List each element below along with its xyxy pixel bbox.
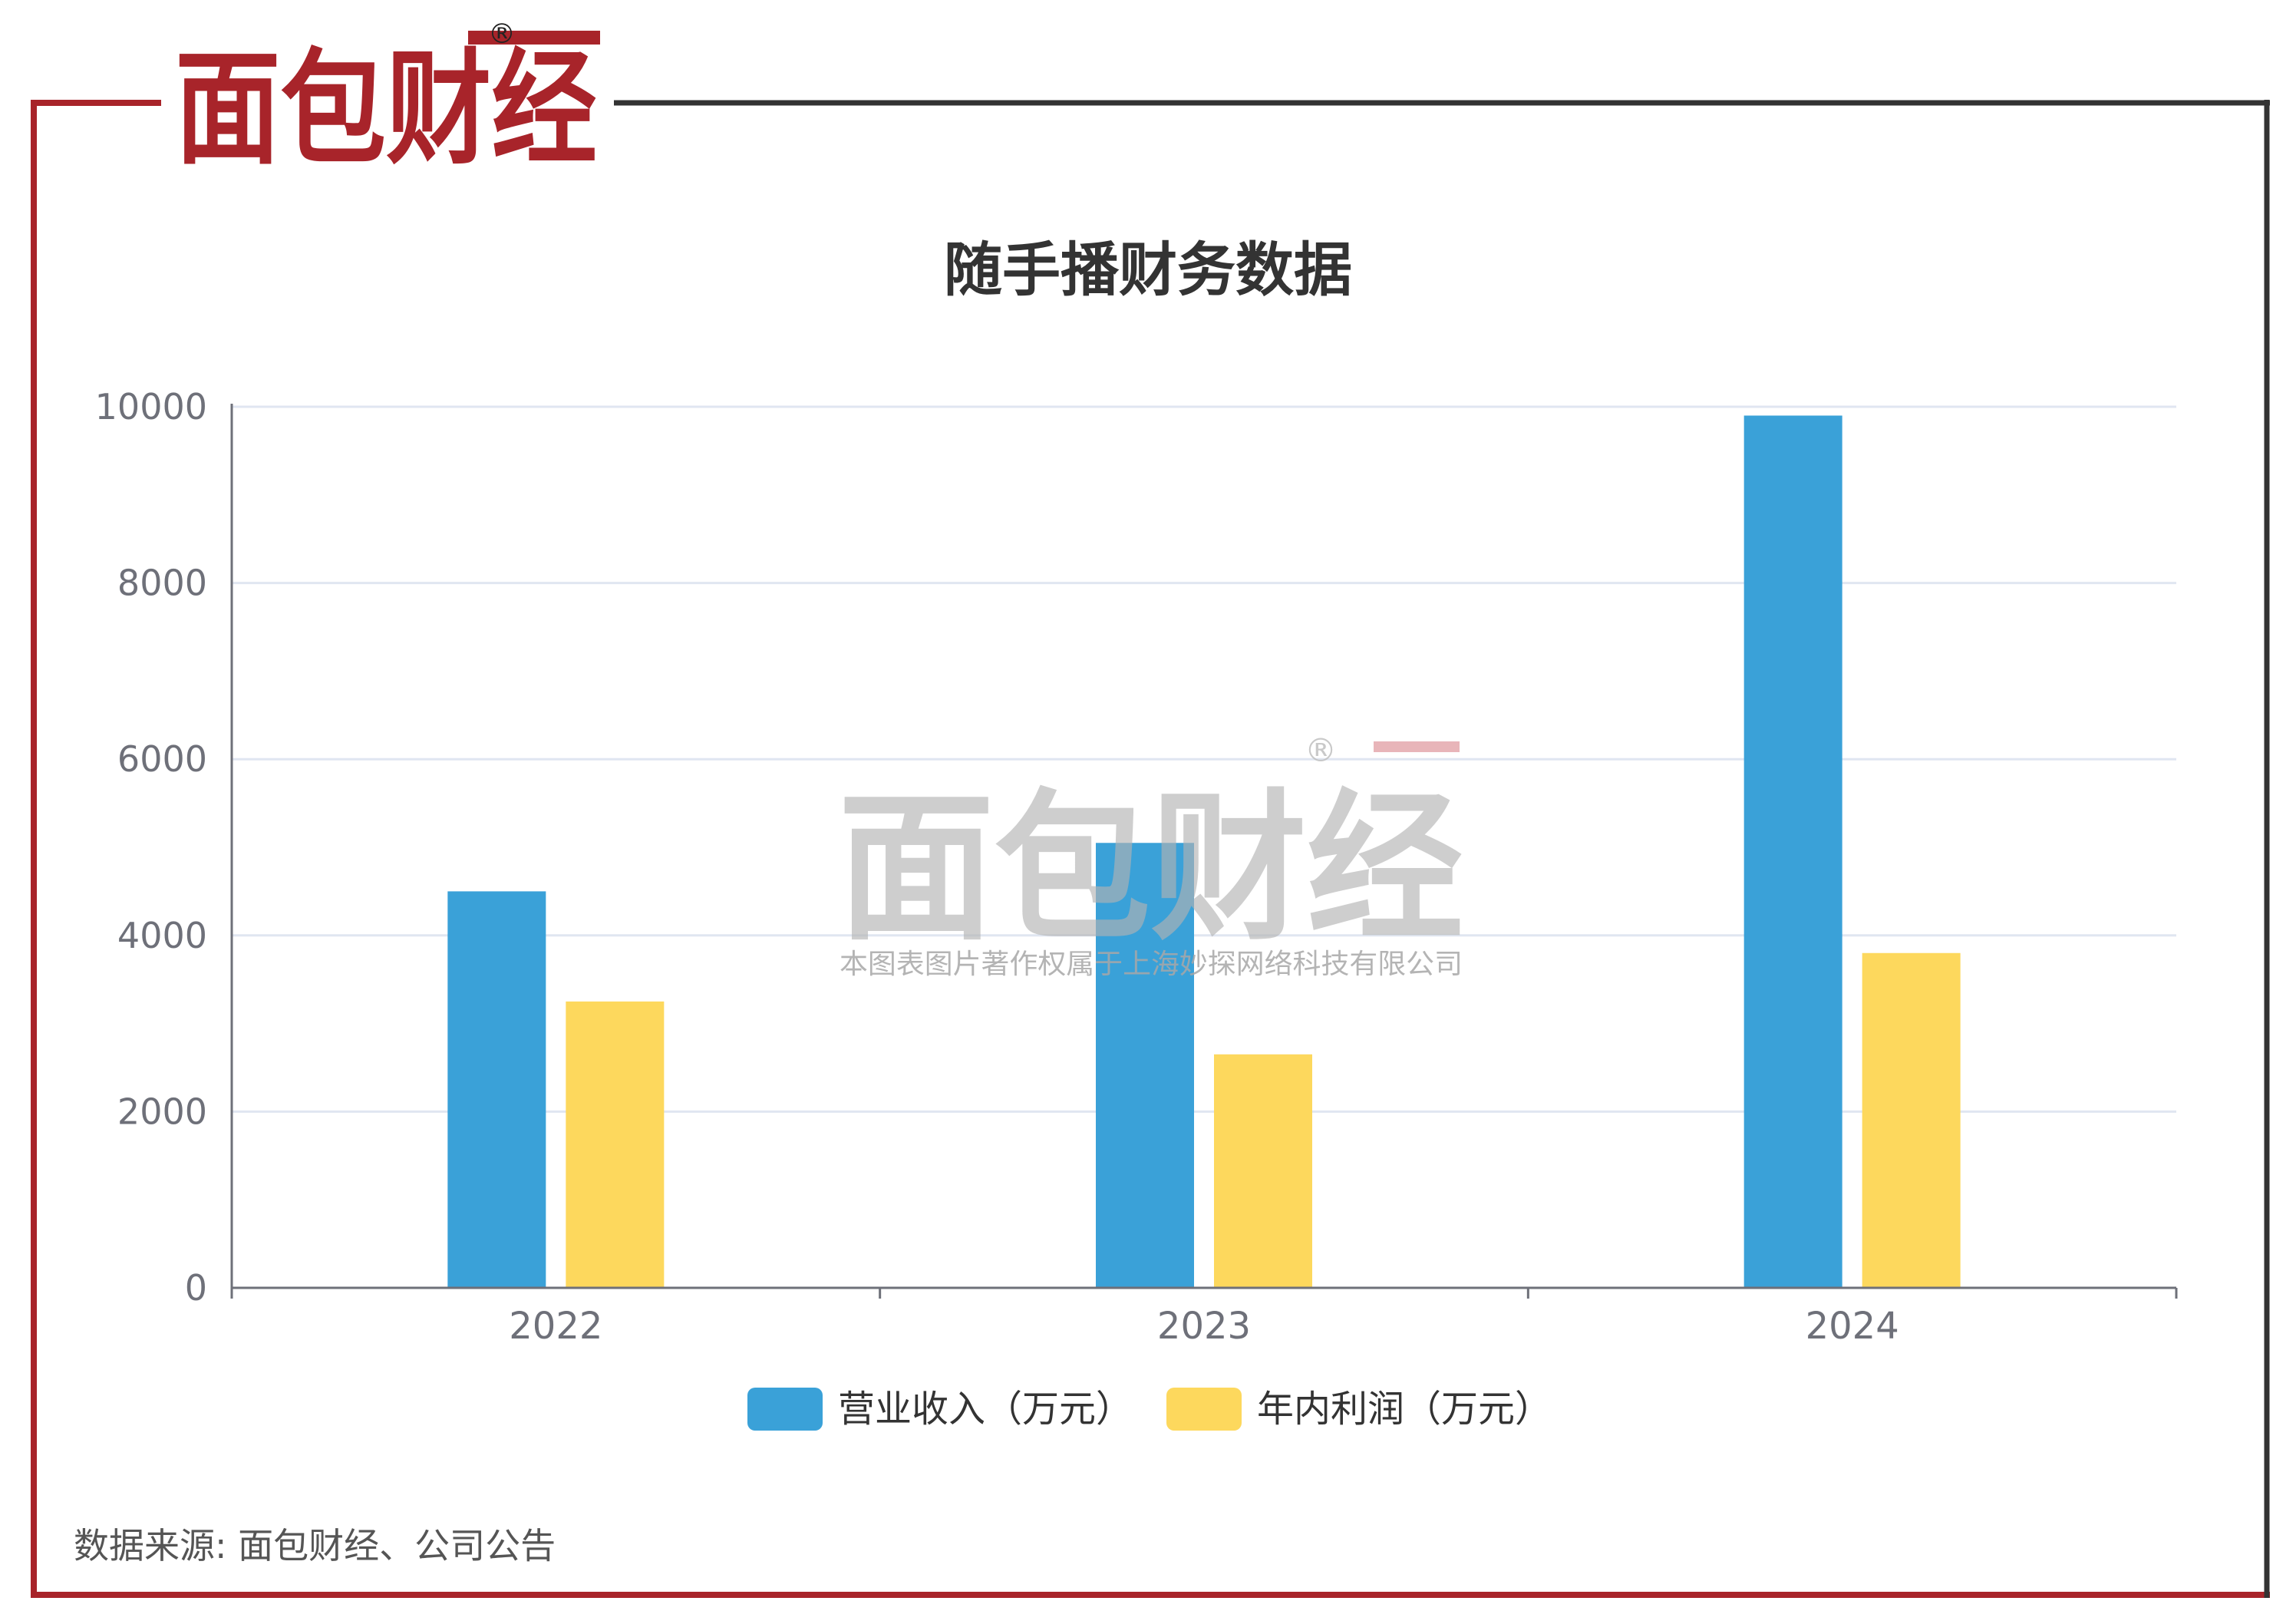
logo-accent-bar [468,31,600,45]
legend-label: 营业收入（万元） [838,1388,1133,1431]
watermark-accent-bar [1374,741,1460,752]
bar-revenue-2023 [1096,843,1194,1288]
y-tick-label: 6000 [117,738,207,780]
brand-logo: 面包财经 ® [175,18,600,182]
bar-revenue-2022 [447,891,546,1288]
x-axis-ticks: 2022 2023 2024 [230,1288,2178,1348]
source-note: 数据来源: 面包财经、公司公告 [74,1525,556,1566]
legend-swatch [747,1388,823,1431]
y-tick-label: 10000 [95,386,207,427]
bar-profit-2024 [1862,952,1961,1288]
legend[interactable]: 营业收入（万元） 年内利润（万元） [747,1388,1552,1431]
y-axis-ticks: 0 2000 4000 6000 8000 10000 [95,386,207,1309]
gridlines [232,405,2176,1113]
y-tick-label: 8000 [117,563,207,604]
y-tick-label: 4000 [117,915,207,956]
frame-border [31,100,2270,1598]
watermark-logo-text: 面包财经 [838,774,1463,962]
legend-swatch [1166,1388,1242,1431]
logo-text: 面包财经 [175,38,597,182]
bar-profit-2022 [566,1001,665,1288]
y-tick-label: 2000 [117,1091,207,1132]
bar-revenue-2024 [1743,415,1842,1288]
legend-item-revenue[interactable]: 营业收入（万元） [747,1388,1133,1431]
watermark-subtitle: 本图表图片著作权属于上海妙探网络科技有限公司 [840,949,1463,980]
watermark-registered-mark: ® [1305,731,1337,769]
y-tick-label: 0 [185,1267,207,1309]
axes [230,404,2176,1289]
x-tick-label: 2024 [1806,1305,1899,1348]
watermark: 面包财经 ® 本图表图片著作权属于上海妙探网络科技有限公司 [838,731,1463,980]
x-tick-label: 2023 [1157,1305,1251,1348]
bars [447,415,1961,1288]
chart-title: 随手播财务数据 [944,236,1352,304]
x-tick-label: 2022 [509,1305,602,1348]
legend-label: 年内利润（万元） [1257,1388,1552,1431]
registered-mark: ® [488,18,516,50]
legend-item-profit[interactable]: 年内利润（万元） [1166,1388,1552,1431]
bar-profit-2023 [1214,1054,1312,1288]
